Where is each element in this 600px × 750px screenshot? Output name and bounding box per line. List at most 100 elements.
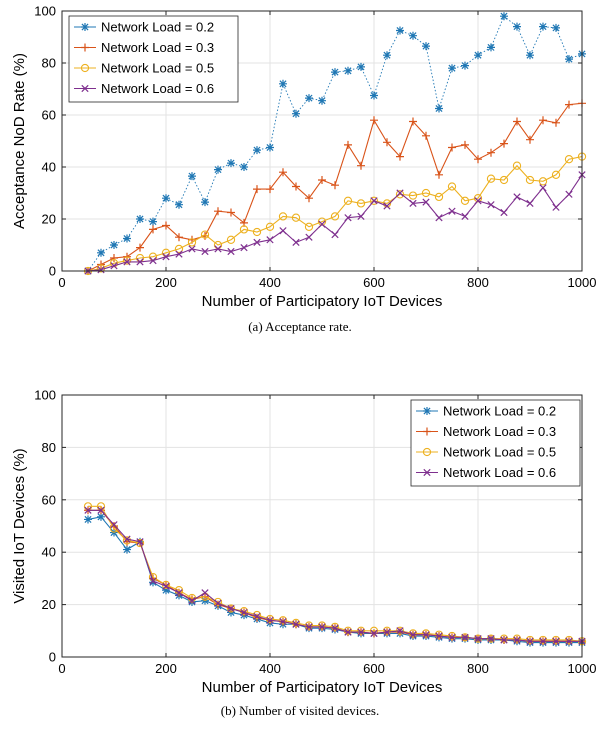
caption-acceptance-rate: (a) Acceptance rate. — [248, 319, 352, 334]
data-point — [512, 634, 522, 643]
data-point — [266, 185, 274, 194]
x-axis-label: Number of Participatory IoT Devices — [202, 293, 443, 310]
data-point — [539, 116, 547, 125]
data-point — [239, 225, 249, 234]
data-point — [370, 91, 378, 100]
legend-marker — [81, 23, 89, 31]
data-point — [538, 177, 548, 186]
data-point — [187, 238, 197, 247]
data-point — [279, 618, 287, 626]
data-point — [552, 23, 560, 32]
legend-label: Network Load = 0.6 — [443, 465, 556, 480]
data-point — [500, 12, 508, 21]
data-point — [149, 225, 157, 234]
data-point — [292, 182, 300, 191]
data-point — [448, 207, 456, 215]
data-point — [110, 241, 118, 249]
y-axis-label: Acceptance NoD Rate (%) — [11, 53, 28, 229]
data-point — [551, 635, 561, 645]
data-point — [331, 181, 339, 190]
y-tick-label: 80 — [42, 440, 56, 455]
legend-label: Network Load = 0.3 — [101, 40, 214, 55]
data-point — [162, 194, 170, 203]
data-point — [175, 250, 183, 258]
data-point — [409, 199, 417, 208]
data-point — [110, 521, 118, 529]
data-point — [474, 51, 482, 60]
data-point — [422, 198, 430, 206]
data-point — [487, 43, 495, 52]
data-point — [162, 221, 170, 230]
y-tick-label: 40 — [42, 160, 56, 175]
data-point — [305, 233, 313, 241]
data-point — [369, 196, 379, 205]
data-point — [435, 104, 443, 113]
data-point — [370, 197, 378, 205]
data-point — [253, 612, 261, 621]
data-point — [253, 185, 261, 194]
data-point — [343, 196, 353, 205]
data-point — [253, 146, 261, 155]
data-point — [448, 64, 456, 73]
data-point — [331, 624, 339, 632]
legend-marker — [81, 43, 89, 52]
data-point — [474, 155, 482, 164]
x-tick-label: 200 — [155, 275, 177, 290]
data-point — [149, 217, 157, 226]
data-point — [357, 212, 365, 221]
data-point — [175, 589, 183, 597]
data-point — [227, 604, 235, 613]
data-point — [539, 22, 547, 31]
data-point — [500, 636, 508, 644]
data-point — [370, 629, 378, 638]
data-point — [526, 135, 534, 144]
data-point — [383, 51, 391, 60]
y-tick-label: 40 — [42, 545, 56, 560]
axes-frame — [61, 10, 583, 272]
series-network-load-0-3 — [84, 506, 586, 646]
data-point — [136, 258, 144, 266]
legend-marker — [80, 63, 90, 73]
data-point — [279, 227, 287, 235]
data-point — [396, 627, 404, 635]
data-point — [369, 626, 379, 635]
data-point — [461, 140, 469, 149]
x-tick-label: 200 — [155, 661, 177, 676]
x-tick-label: 800 — [467, 661, 489, 676]
data-point — [97, 248, 105, 257]
legend-marker — [81, 84, 89, 93]
series-network-load-0-3 — [84, 99, 586, 275]
data-point — [266, 616, 274, 624]
data-point — [318, 96, 326, 105]
data-point — [317, 217, 327, 226]
x-axis-label: Number of Participatory IoT Devices — [202, 679, 443, 696]
data-point — [135, 538, 145, 548]
data-point — [291, 618, 301, 628]
data-point — [344, 140, 352, 149]
legend-label: Network Load = 0.5 — [443, 445, 556, 460]
data-point — [97, 512, 105, 521]
data-point — [525, 175, 535, 185]
series-network-load-0-5 — [83, 152, 587, 276]
series-line-network-load-0-5 — [88, 505, 583, 642]
data-point — [331, 68, 339, 77]
data-point — [109, 259, 119, 268]
data-point — [526, 637, 534, 645]
data-point — [421, 629, 431, 638]
data-point — [304, 621, 314, 630]
data-point — [174, 244, 184, 254]
data-point — [149, 256, 157, 265]
data-point — [499, 175, 509, 185]
data-point — [396, 189, 404, 197]
data-point — [461, 633, 469, 641]
data-point — [122, 536, 132, 545]
data-point — [292, 620, 300, 628]
series-network-load-0-5 — [83, 502, 587, 646]
data-point — [214, 599, 222, 607]
y-axis-label: Visited IoT Devices (%) — [11, 448, 28, 603]
data-point — [110, 262, 118, 270]
data-point — [461, 212, 469, 221]
y-tick-label: 100 — [34, 388, 56, 403]
data-point — [396, 26, 404, 35]
data-point — [447, 182, 457, 191]
